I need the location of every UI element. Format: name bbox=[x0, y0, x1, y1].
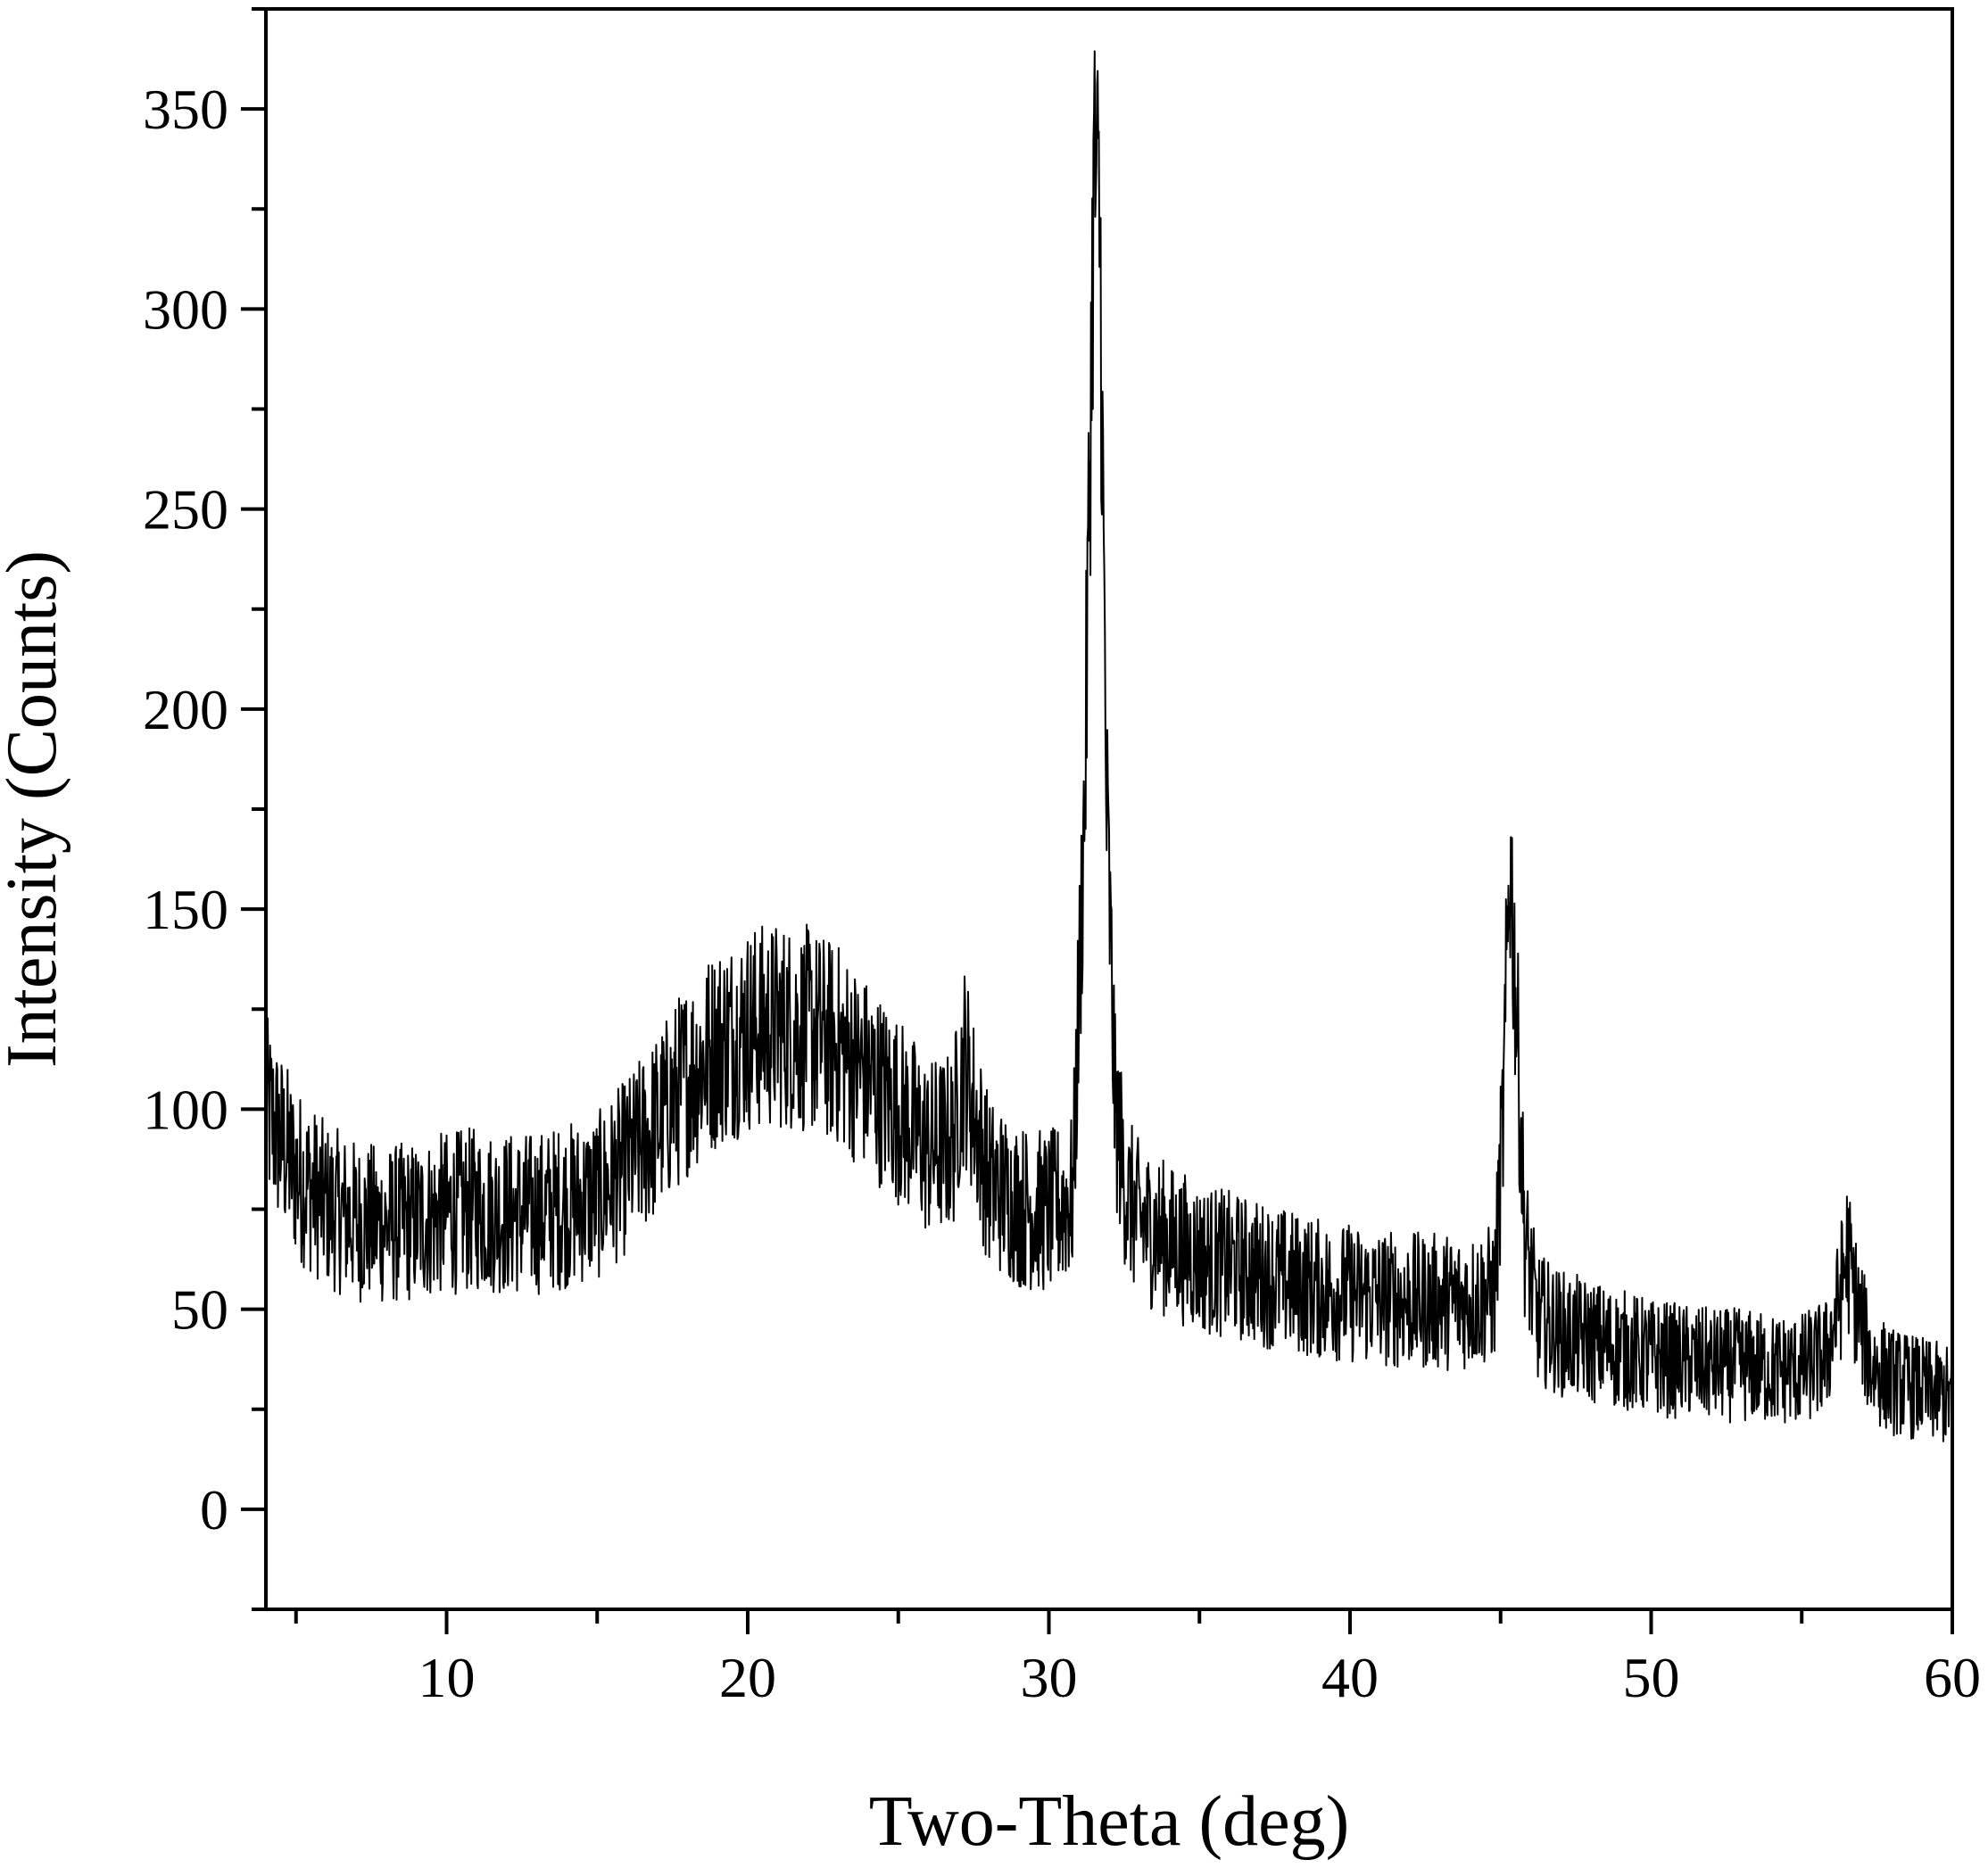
series-line bbox=[265, 50, 1953, 1442]
y-tick-label: 100 bbox=[143, 1078, 228, 1141]
x-tick-label: 60 bbox=[1924, 1646, 1981, 1709]
x-axis-label: Two-Theta (deg) bbox=[869, 1782, 1350, 1861]
y-tick-label: 200 bbox=[143, 678, 228, 741]
y-tick-label: 350 bbox=[143, 78, 228, 141]
y-tick-label: 250 bbox=[143, 478, 228, 541]
y-axis-ticks: 0 50 100 150 200 250 300 350 bbox=[143, 7, 266, 1611]
x-axis-ticks: 10 20 30 40 50 60 bbox=[294, 1609, 1981, 1709]
x-tick-label: 50 bbox=[1623, 1646, 1680, 1709]
y-tick-label: 150 bbox=[143, 878, 228, 941]
y-axis-label: Intensity (Counts) bbox=[0, 550, 71, 1068]
y-tick-label: 50 bbox=[171, 1278, 228, 1342]
y-tick-label: 0 bbox=[200, 1478, 228, 1542]
x-tick-label: 40 bbox=[1321, 1646, 1379, 1709]
y-tick-label: 300 bbox=[143, 277, 228, 341]
x-tick-label: 10 bbox=[418, 1646, 476, 1709]
x-tick-label: 30 bbox=[1021, 1646, 1078, 1709]
series-layer bbox=[265, 50, 1953, 1442]
x-tick-label: 20 bbox=[719, 1646, 776, 1709]
